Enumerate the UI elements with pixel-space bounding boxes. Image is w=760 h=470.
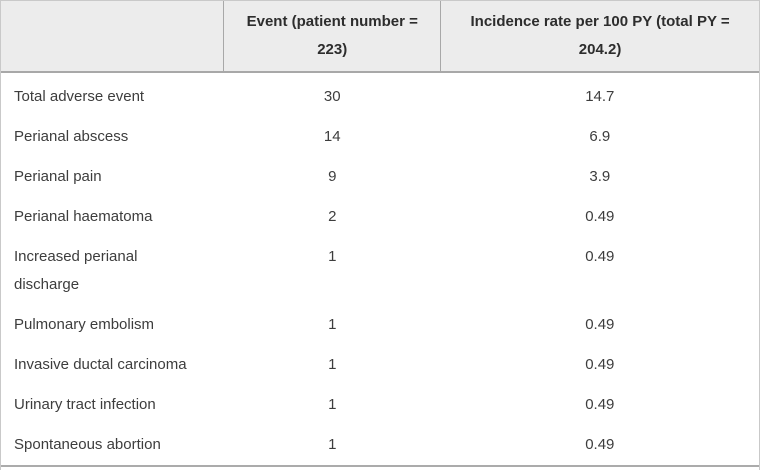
event-name-cell: Perianal abscess (1, 117, 224, 157)
header-event-column: Event (patient number = 223) (223, 1, 441, 73)
event-name-cell: Pulmonary embolism (1, 305, 224, 345)
table-row: Perianal pain 9 3.9 (1, 157, 759, 197)
event-count-cell: 1 (223, 425, 441, 467)
incidence-rate-cell: 0.49 (440, 345, 759, 385)
header-empty-cell (1, 1, 224, 73)
table-row: Urinary tract infection 1 0.49 (1, 385, 759, 425)
event-name-cell: Increased perianal discharge (1, 237, 224, 305)
header-incidence-line2: 204.2) (578, 41, 622, 58)
header-event-line2: 223) (317, 41, 348, 58)
event-count-cell: 2 (223, 197, 441, 237)
table-header: Event (patient number = 223) Incidence r… (1, 1, 759, 73)
table-row: Invasive ductal carcinoma 1 0.49 (1, 345, 759, 385)
event-count-cell: 1 (223, 345, 441, 385)
event-name-cell: Spontaneous abortion (1, 425, 224, 467)
header-incidence-line1: Incidence rate per 100 PY (total PY = (470, 13, 730, 30)
incidence-rate-cell: 0.49 (440, 237, 759, 305)
header-incidence-column: Incidence rate per 100 PY (total PY = 20… (440, 1, 759, 73)
table-row: Spontaneous abortion 1 0.49 (1, 425, 759, 467)
header-row: Event (patient number = 223) Incidence r… (1, 1, 759, 73)
event-name-cell: Urinary tract infection (1, 385, 224, 425)
event-count-cell: 1 (223, 385, 441, 425)
table-body: Total adverse event 30 14.7 Perianal abs… (1, 72, 759, 467)
table-row: Total adverse event 30 14.7 (1, 72, 759, 117)
table-row: Increased perianal discharge 1 0.49 (1, 237, 759, 305)
incidence-rate-cell: 6.9 (440, 117, 759, 157)
incidence-rate-cell: 0.49 (440, 197, 759, 237)
event-count-cell: 9 (223, 157, 441, 197)
header-event-line1: Event (patient number = (246, 13, 418, 30)
table-row: Pulmonary embolism 1 0.49 (1, 305, 759, 345)
event-name-cell: Perianal haematoma (1, 197, 224, 237)
table-row: Perianal abscess 14 6.9 (1, 117, 759, 157)
table-row: Perianal haematoma 2 0.49 (1, 197, 759, 237)
incidence-rate-cell: 3.9 (440, 157, 759, 197)
incidence-rate-cell: 0.49 (440, 305, 759, 345)
event-name-cell: Invasive ductal carcinoma (1, 345, 224, 385)
event-name-cell: Perianal pain (1, 157, 224, 197)
event-name-cell: Total adverse event (1, 72, 224, 117)
event-count-cell: 14 (223, 117, 441, 157)
event-count-cell: 1 (223, 237, 441, 305)
event-count-cell: 1 (223, 305, 441, 345)
incidence-rate-cell: 0.49 (440, 425, 759, 467)
event-count-cell: 30 (223, 72, 441, 117)
incidence-rate-cell: 14.7 (440, 72, 759, 117)
incidence-rate-cell: 0.49 (440, 385, 759, 425)
